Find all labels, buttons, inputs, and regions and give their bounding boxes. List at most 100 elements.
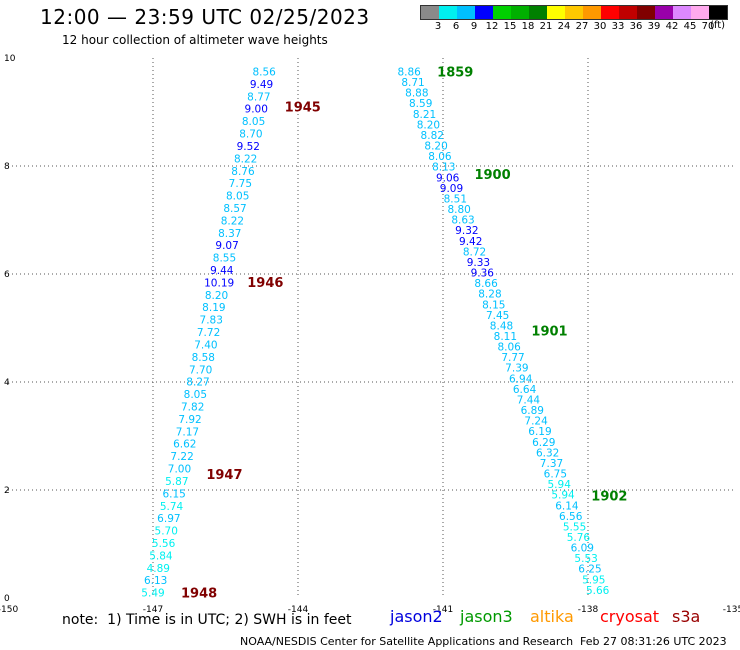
legend-label: 36 [629, 21, 643, 32]
wave-height-value: 8.55 [213, 253, 236, 265]
wave-height-value: 7.83 [200, 315, 223, 327]
wave-height-value: 7.00 [168, 464, 191, 476]
wave-height-value: 9.49 [250, 79, 273, 91]
legend-label: 33 [611, 21, 625, 32]
wave-height-value: 8.21 [413, 109, 436, 121]
wave-height-value: 8.11 [494, 331, 517, 343]
time-label: 1947 [206, 468, 242, 483]
legend-label: 39 [647, 21, 661, 32]
wave-height-value: 5.74 [160, 501, 184, 513]
legend-label: 70 [701, 21, 715, 32]
wave-height-value: 6.64 [513, 384, 537, 396]
wave-height-value: 8.05 [184, 389, 207, 401]
wave-height-value: 9.06 [436, 172, 460, 184]
legend-swatch [691, 6, 709, 19]
wave-height-value: 8.86 [397, 67, 421, 79]
legend-swatch [493, 6, 511, 19]
wave-height-value: 8.37 [218, 228, 241, 240]
wave-height-value: 5.94 [548, 479, 572, 491]
wave-height-value: 7.39 [505, 363, 528, 375]
time-label: 1945 [285, 101, 321, 116]
wave-height-value: 6.75 [544, 469, 567, 481]
legend-label: 6 [452, 21, 460, 32]
wave-height-value: 4.89 [147, 563, 170, 575]
wave-height-value: 9.33 [467, 257, 490, 269]
wave-height-value: 9.09 [440, 183, 463, 195]
legend-label: 12 [485, 21, 499, 32]
x-tick-label: -150 [0, 605, 18, 615]
wave-height-value: 5.53 [574, 553, 597, 565]
x-tick-label: -141 [433, 605, 453, 615]
x-tick-label: -144 [288, 605, 309, 615]
legend-swatch [601, 6, 619, 19]
legend-label: 45 [683, 21, 697, 32]
wave-height-value: 8.72 [463, 246, 486, 258]
wave-height-value: 6.29 [532, 437, 555, 449]
wave-height-value: 5.49 [141, 588, 164, 600]
y-tick-label: 6 [4, 270, 10, 280]
wave-height-value: 8.20 [424, 141, 447, 153]
wave-height-value: 6.15 [162, 488, 185, 500]
legend-swatch [655, 6, 673, 19]
footer-note: note: 1) Time is in UTC; 2) SWH is in fe… [62, 612, 352, 628]
x-tick-label: -138 [578, 605, 599, 615]
wave-height-value: 9.32 [455, 225, 478, 237]
wave-height-value: 9.42 [459, 236, 482, 248]
wave-height-value: 6.19 [528, 426, 551, 438]
legend-label: 9 [470, 21, 478, 32]
legend-swatch [619, 6, 637, 19]
wave-height-value: 8.51 [444, 193, 467, 205]
wave-height-value: 10.19 [204, 277, 234, 289]
wave-height-value: 8.57 [223, 203, 246, 215]
legend-swatch [547, 6, 565, 19]
wave-height-value: 8.80 [447, 204, 470, 216]
legend-swatch [457, 6, 475, 19]
wave-height-value: 5.55 [563, 521, 586, 533]
wave-height-value: 7.77 [501, 352, 524, 364]
wave-height-value: 7.75 [229, 178, 252, 190]
wave-height-value: 8.27 [186, 377, 209, 389]
wave-height-value: 8.77 [247, 91, 270, 103]
credit-text: NOAA/NESDIS Center for Satellite Applica… [240, 635, 574, 648]
legend-swatch [511, 6, 529, 19]
x-tick-label: -135 [723, 605, 740, 615]
wave-height-value: 6.56 [559, 511, 583, 523]
page-subtitle: 12 hour collection of altimeter wave hei… [62, 33, 328, 47]
satellite-name: s3a [672, 607, 701, 626]
wave-height-value: 8.56 [252, 67, 276, 79]
legend-label: 42 [665, 21, 679, 32]
wave-height-value: 8.22 [221, 215, 244, 227]
legend-label: 24 [557, 21, 571, 32]
wave-height-value: 8.15 [482, 299, 505, 311]
wave-height-value: 6.25 [578, 564, 601, 576]
legend-label: 30 [593, 21, 607, 32]
wave-height-value: 9.00 [245, 104, 268, 116]
page-title: 12:00 — 23:59 UTC 02/25/2023 [40, 5, 370, 29]
wave-height-value: 8.05 [226, 191, 249, 203]
y-tick-label: 4 [4, 378, 10, 388]
wave-height-value: 7.17 [176, 426, 199, 438]
wave-height-value: 7.37 [540, 458, 563, 470]
legend-swatch [709, 6, 727, 19]
y-tick-label: 10 [4, 54, 16, 64]
x-tick-label: -147 [143, 605, 163, 615]
legend-label: 18 [521, 21, 535, 32]
legend-label: 27 [575, 21, 589, 32]
legend-swatch [421, 6, 439, 19]
legend-swatch [637, 6, 655, 19]
wave-height-value: 8.05 [242, 116, 265, 128]
legend-label: 15 [503, 21, 517, 32]
y-tick-label: 2 [4, 486, 10, 496]
wave-height-value: 5.94 [551, 490, 575, 502]
wave-height-value: 5.76 [567, 532, 591, 544]
wave-height-value: 6.62 [173, 439, 196, 451]
legend-swatch [529, 6, 547, 19]
generated-timestamp: Feb 27 08:31:26 UTC 2023 [580, 635, 727, 648]
wave-height-value: 6.32 [536, 447, 559, 459]
wave-height-value: 9.44 [210, 265, 234, 277]
time-label: 1900 [474, 168, 510, 183]
legend-swatch [673, 6, 691, 19]
legend-swatch [439, 6, 457, 19]
wave-height-value: 8.70 [239, 129, 262, 141]
